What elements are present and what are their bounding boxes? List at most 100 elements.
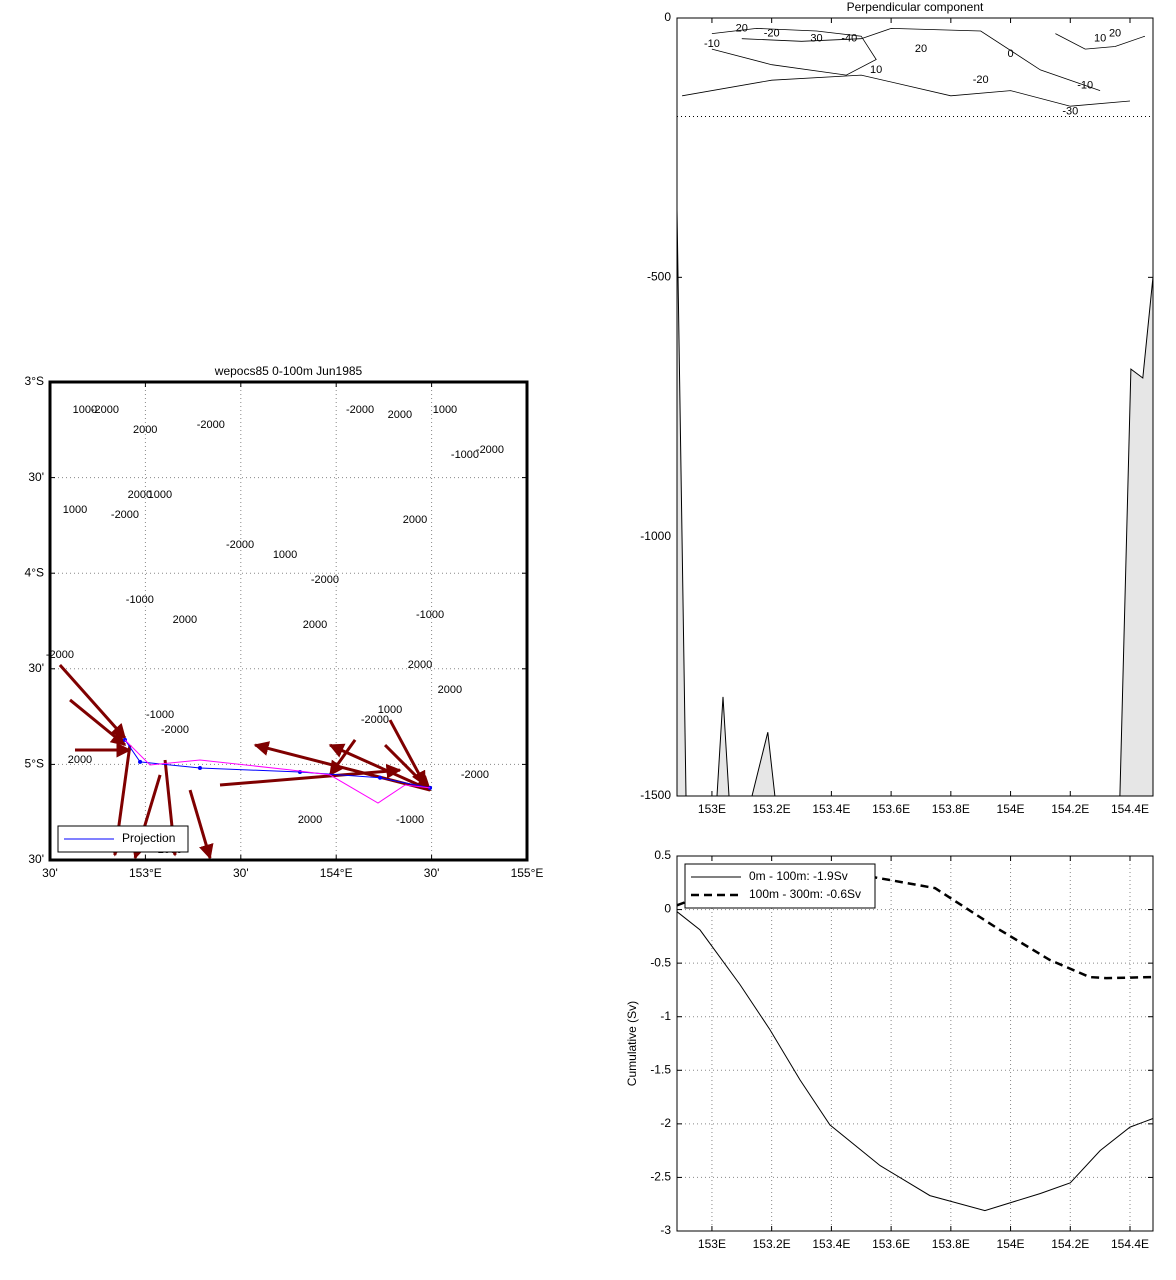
contour-label: 1000 bbox=[273, 549, 297, 561]
chart-title: Perpendicular component bbox=[847, 0, 984, 14]
contour-label: 10 bbox=[870, 64, 882, 76]
y-tick-label: 30' bbox=[28, 470, 44, 484]
y-tick-label: -3 bbox=[660, 1223, 671, 1237]
y-axis-label: Cumulative (Sv) bbox=[625, 1001, 639, 1086]
current-vector bbox=[219, 763, 402, 787]
contour-label: 1000 bbox=[148, 489, 172, 501]
current-vector bbox=[328, 739, 357, 777]
contour-label: -2000 bbox=[361, 714, 389, 726]
contour-label: -1000 bbox=[396, 814, 424, 826]
track-point bbox=[138, 759, 143, 764]
y-tick-label: -500 bbox=[647, 270, 671, 284]
contour-label: 1000 bbox=[378, 704, 402, 716]
x-tick-label: 154.4E bbox=[1111, 802, 1149, 816]
y-tick-label: 0.5 bbox=[654, 848, 671, 862]
x-tick-label: 153.4E bbox=[812, 1237, 850, 1251]
x-tick-label: 154E bbox=[997, 802, 1025, 816]
x-tick-label: 153.6E bbox=[872, 802, 910, 816]
x-tick-label: 153.4E bbox=[812, 802, 850, 816]
x-tick-label: 30' bbox=[42, 866, 58, 880]
y-tick-label: -2 bbox=[660, 1116, 671, 1130]
contour-label: 2000 bbox=[133, 424, 157, 436]
x-tick-label: 153.2E bbox=[753, 802, 791, 816]
y-tick-label: -1.5 bbox=[650, 1062, 671, 1076]
x-tick-label: 153°E bbox=[129, 866, 162, 880]
contour-label: -10 bbox=[704, 38, 720, 50]
contour-label: 20 bbox=[736, 22, 748, 34]
x-tick-label: 154.4E bbox=[1111, 1237, 1149, 1251]
track-line bbox=[124, 739, 431, 789]
legend-label: Projection bbox=[122, 831, 175, 845]
x-tick-label: 154E bbox=[997, 1237, 1025, 1251]
y-tick-label: 5°S bbox=[25, 757, 44, 771]
contour-label: 2000 bbox=[298, 814, 322, 826]
axes-frame bbox=[676, 855, 1154, 1232]
y-tick-label: -2.5 bbox=[650, 1170, 671, 1184]
contour-label: 2000 bbox=[173, 614, 197, 626]
legend-label: 100m - 300m: -0.6Sv bbox=[749, 887, 861, 901]
contour-label: -2000 bbox=[461, 769, 489, 781]
contour-label: -2000 bbox=[346, 404, 374, 416]
track-line bbox=[124, 739, 431, 804]
contour-label: 1000 bbox=[73, 404, 97, 416]
contour-label: -2000 bbox=[111, 509, 139, 521]
x-tick-label: 30' bbox=[424, 866, 440, 880]
contour-label: 2000 bbox=[128, 489, 152, 501]
y-tick-label: 30' bbox=[28, 661, 44, 675]
contour-label: 30 bbox=[810, 33, 822, 45]
contour-label: -1000 bbox=[451, 449, 479, 461]
contour-label: 20 bbox=[915, 43, 927, 55]
x-tick-label: 153E bbox=[698, 1237, 726, 1251]
contour-label: -2000 bbox=[161, 724, 189, 736]
y-tick-label: -0.5 bbox=[650, 955, 671, 969]
contour-label: -2000 bbox=[476, 444, 504, 456]
track-point bbox=[197, 766, 202, 771]
current-vector bbox=[188, 789, 214, 860]
x-tick-label: 153.8E bbox=[932, 802, 970, 816]
y-tick-label: -1500 bbox=[640, 788, 671, 802]
contour-label: 20 bbox=[1109, 27, 1121, 39]
x-tick-label: 154.2E bbox=[1051, 1237, 1089, 1251]
contour-label: -1000 bbox=[126, 594, 154, 606]
contour-line bbox=[1055, 33, 1146, 50]
series-line bbox=[676, 911, 1154, 1212]
y-tick-label: 0 bbox=[664, 902, 671, 916]
contour-label: -1000 bbox=[416, 609, 444, 621]
contour-label: 2000 bbox=[403, 514, 427, 526]
contour-label: -2000 bbox=[197, 419, 225, 431]
contour-label: 1000 bbox=[433, 404, 457, 416]
y-tick-label: 0 bbox=[664, 10, 671, 24]
legend-box bbox=[684, 863, 876, 909]
y-tick-label: 3°S bbox=[25, 374, 44, 388]
contour-label: 2000 bbox=[303, 619, 327, 631]
y-tick-label: 30' bbox=[28, 852, 44, 866]
legend-label: 0m - 100m: -1.9Sv bbox=[749, 869, 848, 883]
current-vector bbox=[69, 698, 127, 747]
contour-label: 2000 bbox=[408, 659, 432, 671]
x-tick-label: 154°E bbox=[320, 866, 353, 880]
contour-label: -2000 bbox=[46, 649, 74, 661]
y-tick-label: -1 bbox=[660, 1009, 671, 1023]
contour-label: -2000 bbox=[91, 404, 119, 416]
x-tick-label: 154.2E bbox=[1051, 802, 1089, 816]
contour-label: 1000 bbox=[63, 504, 87, 516]
contour-line bbox=[711, 27, 877, 76]
contour-label: 0 bbox=[1007, 48, 1013, 60]
contour-label: 2000 bbox=[68, 754, 92, 766]
axes-frame bbox=[48, 380, 529, 862]
axes-frame bbox=[676, 17, 1154, 797]
x-tick-label: 153.2E bbox=[753, 1237, 791, 1251]
x-tick-label: 153.8E bbox=[932, 1237, 970, 1251]
plot-area bbox=[677, 18, 1153, 796]
current-vector bbox=[58, 663, 127, 740]
contour-label: -2000 bbox=[311, 574, 339, 586]
x-tick-label: 155°E bbox=[511, 866, 544, 880]
y-tick-label: 4°S bbox=[25, 565, 44, 579]
chart-title: wepocs85 0-100m Jun1985 bbox=[214, 364, 363, 378]
track-point bbox=[378, 775, 383, 780]
y-tick-label: -1000 bbox=[640, 529, 671, 543]
contour-label: -2000 bbox=[226, 539, 254, 551]
contour-label: 2000 bbox=[438, 684, 462, 696]
contour-line bbox=[682, 74, 1131, 107]
